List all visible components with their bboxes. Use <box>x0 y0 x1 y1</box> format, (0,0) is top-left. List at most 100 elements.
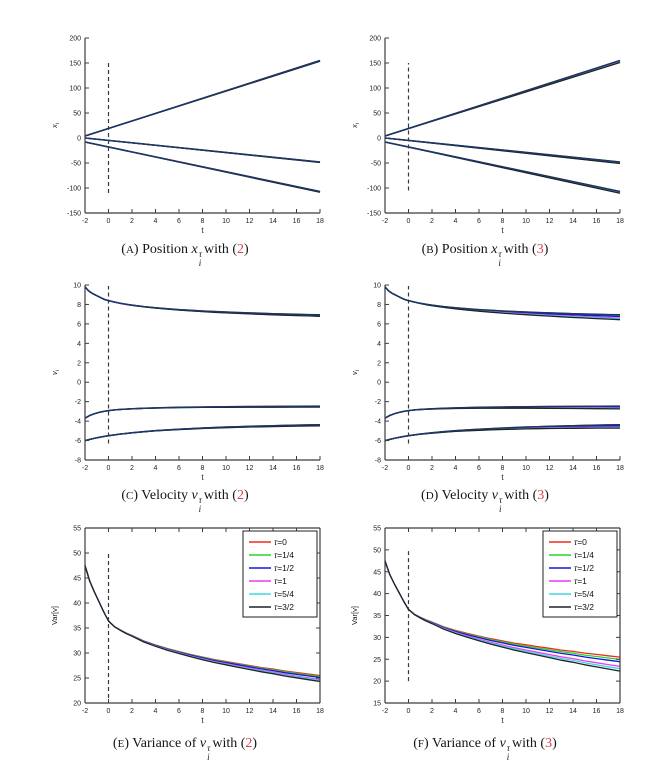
series-bundle-line <box>384 423 621 442</box>
y-tick-label: 50 <box>73 551 81 558</box>
x-tick-label: 16 <box>593 218 601 225</box>
x-tick-label: 16 <box>293 708 301 715</box>
series-bundle-line <box>84 405 321 419</box>
y-tick-label: -8 <box>375 458 381 465</box>
y-tick-label: -2 <box>75 399 81 406</box>
series-line <box>84 406 321 419</box>
legend-label: τ=5/4 <box>574 589 594 599</box>
caption-b: (B) Position x τ i with (3) <box>421 242 549 268</box>
caption-e: (E) Variance of v τ i with (2) <box>112 736 258 762</box>
y-tick-label: 6 <box>377 321 381 328</box>
series-bundle-line <box>84 141 321 193</box>
x-tick-label: 12 <box>546 708 554 715</box>
y-tick-label: 50 <box>373 111 381 118</box>
series-line <box>84 565 321 683</box>
x-axis-title: t <box>201 716 204 725</box>
y-tick-label: -4 <box>375 419 381 426</box>
y-tick-label: -100 <box>367 186 381 193</box>
x-tick-label: 14 <box>569 218 577 225</box>
y-tick-label: 150 <box>69 61 81 68</box>
x-tick-label: 18 <box>616 218 624 225</box>
x-tick-label: 18 <box>616 708 624 715</box>
x-tick-label: 6 <box>477 708 481 715</box>
y-tick-label: -6 <box>75 438 81 445</box>
legend-box <box>242 530 318 618</box>
x-tick-label: 6 <box>177 218 181 225</box>
x-tick-label: 8 <box>501 708 505 715</box>
y-tick-label: -50 <box>71 161 81 168</box>
x-axis-title: t <box>501 716 504 725</box>
caption-letter: (F) <box>413 736 429 751</box>
x-tick-label: 18 <box>316 465 324 472</box>
x-axis-title: t <box>501 226 504 235</box>
x-tick-label: 8 <box>501 218 505 225</box>
x-tick-label: 14 <box>269 218 277 225</box>
chart-c: -2 0 2 4 6 8 10 12 14 16 18 -8 -6 -4 -2 0 2 4 6 8 10 t vi <box>50 283 324 483</box>
x-tick-label: 18 <box>316 708 324 715</box>
y-tick-label: 6 <box>77 321 81 328</box>
x-tick-label: 14 <box>569 708 577 715</box>
x-tick-label: 2 <box>430 708 434 715</box>
x-tick-label: 18 <box>616 465 624 472</box>
y-tick-label: -8 <box>75 458 81 465</box>
x-tick-label: 0 <box>407 218 411 225</box>
y-tick-label: 40 <box>73 601 81 608</box>
x-tick-label: 10 <box>222 218 230 225</box>
series-bundle-line <box>384 137 621 163</box>
x-tick-label: -2 <box>382 218 388 225</box>
caption-c: (C) Velocity v τ i with (2) <box>121 488 249 514</box>
y-tick-label: 2 <box>377 360 381 367</box>
x-tick-label: 16 <box>293 218 301 225</box>
y-tick-label: 35 <box>73 626 81 633</box>
y-tick-label: -100 <box>67 186 81 193</box>
equation-ref: (3) <box>532 488 549 503</box>
x-tick-label: 12 <box>246 708 254 715</box>
y-axis-title: Var[v] <box>350 606 359 625</box>
y-tick-label: 50 <box>373 547 381 554</box>
y-tick-label: -150 <box>367 211 381 218</box>
y-axis-title: xi <box>50 122 61 129</box>
y-tick-label: 0 <box>377 136 381 143</box>
series-bundle-line <box>84 137 321 163</box>
series-line <box>84 405 320 419</box>
legend-label: τ=1 <box>274 576 287 586</box>
x-tick-label: 8 <box>201 218 205 225</box>
series-bundle-line <box>84 59 321 137</box>
y-axis-title: vi <box>50 369 61 375</box>
caption-text: Velocity <box>141 488 188 503</box>
y-tick-label: 0 <box>377 380 381 387</box>
series-bundle-line <box>84 423 321 442</box>
x-tick-label: 12 <box>546 218 554 225</box>
caption-text: Variance of <box>431 736 497 751</box>
y-tick-label: 200 <box>369 36 381 43</box>
y-tick-label: 4 <box>77 341 81 348</box>
equation-ref: (3) <box>532 242 549 257</box>
series-line <box>84 286 321 317</box>
y-tick-label: 40 <box>373 591 381 598</box>
caption-letter: (E) <box>112 736 129 751</box>
x-tick-label: 2 <box>130 218 134 225</box>
x-tick-label: 2 <box>430 218 434 225</box>
y-tick-label: 55 <box>73 526 81 533</box>
y-tick-label: 10 <box>73 283 81 290</box>
y-tick-label: 25 <box>373 657 381 664</box>
x-tick-label: 16 <box>593 465 601 472</box>
y-tick-label: 4 <box>377 341 381 348</box>
y-tick-label: 20 <box>73 701 81 708</box>
x-tick-label: -2 <box>82 708 88 715</box>
series-bundle-line <box>384 141 621 193</box>
x-tick-label: -2 <box>82 465 88 472</box>
x-tick-label: 12 <box>546 465 554 472</box>
x-axis-title: t <box>201 226 204 235</box>
y-tick-label: 0 <box>77 380 81 387</box>
x-tick-label: 8 <box>201 465 205 472</box>
equation-ref: (3) <box>540 736 557 751</box>
y-axis-title: Var[v] <box>50 606 59 625</box>
y-tick-label: -2 <box>375 399 381 406</box>
y-tick-label: -50 <box>371 161 381 168</box>
x-tick-label: 0 <box>107 465 111 472</box>
x-tick-label: 8 <box>501 465 505 472</box>
